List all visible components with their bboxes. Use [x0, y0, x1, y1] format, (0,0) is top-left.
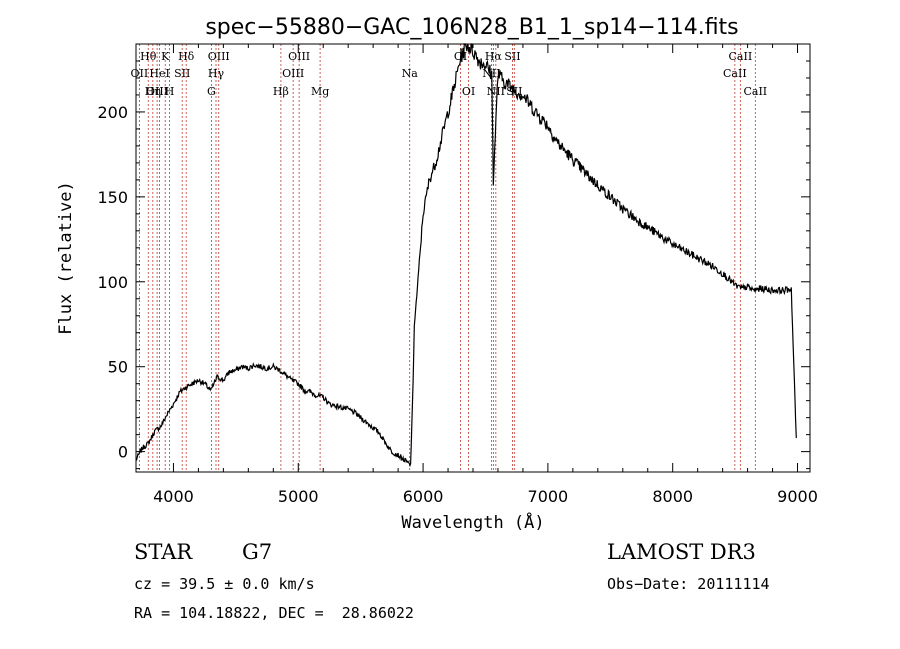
object-subclass: G7 [242, 540, 273, 564]
line-label-6: H [165, 85, 175, 98]
x-axis-ticks: 4000 5000 6000 7000 8000 9000 [153, 44, 818, 506]
redshift-cz: cz = 39.5 ± 0.0 km/s [134, 575, 315, 593]
line-label-25: CaII [729, 50, 753, 63]
y-axis-ticks: 0 50 100 150 200 [97, 43, 810, 470]
line-label-8: Hδ [178, 50, 195, 63]
spectral-line-markers [138, 44, 756, 472]
line-label-1: Hθ [140, 50, 157, 63]
line-label-4: HeI [149, 67, 169, 80]
x-tick-label-0: 4000 [153, 487, 194, 506]
line-label-16: Na [402, 67, 419, 80]
plot-frame [135, 43, 811, 473]
coordinates: RA = 104.18822, DEC = 28.86022 [134, 604, 414, 622]
line-label-7: SII [174, 67, 190, 80]
x-axis-label: Wavelength (Å) [401, 511, 544, 533]
y-tick-label-4: 200 [97, 103, 128, 122]
line-label-2: Hη [145, 85, 161, 98]
y-tick-label-0: 0 [118, 443, 128, 462]
x-tick-label-5: 9000 [777, 487, 818, 506]
object-class: STAR [134, 540, 193, 564]
line-label-9: G [207, 85, 216, 98]
line-label-0: OII [131, 67, 149, 80]
line-label-22: SII [504, 50, 520, 63]
line-label-20: Hα [485, 50, 503, 63]
chart-title: spec−55880−GAC_106N28_B1_1_sp14−114.fits [205, 15, 738, 40]
x-tick-label-2: 6000 [403, 487, 444, 506]
line-label-12: Hβ [273, 85, 289, 98]
x-tick-label-1: 5000 [278, 487, 319, 506]
line-label-18: OI [462, 85, 475, 98]
x-tick-label-3: 7000 [528, 487, 569, 506]
line-label-10: Hγ [208, 67, 225, 80]
observation-date: Obs−Date: 20111114 [607, 575, 770, 593]
line-label-5: K [161, 50, 170, 63]
line-label-14: OIII [288, 50, 310, 63]
line-label-11: OIII [208, 50, 230, 63]
line-label-3: OIII [146, 85, 168, 98]
line-label-13: OIII [282, 67, 304, 80]
line-label-15: Mg [311, 85, 329, 98]
y-tick-label-1: 50 [108, 358, 128, 377]
survey-name: LAMOST DR3 [607, 540, 756, 564]
spectral-line-labels: OIIHθHηOIIIHeIKHSIIHδGHγOIIIHβOIIIOIIIMg… [131, 50, 768, 98]
line-label-26: CaII [743, 85, 767, 98]
line-label-24: CaII [723, 67, 747, 80]
spectrum-line [135, 43, 797, 468]
line-label-21: NII [487, 85, 505, 98]
y-tick-label-2: 100 [97, 273, 128, 292]
x-tick-label-4: 8000 [652, 487, 693, 506]
y-axis-label: Flux (relative) [56, 181, 76, 335]
y-tick-label-3: 150 [97, 188, 128, 207]
